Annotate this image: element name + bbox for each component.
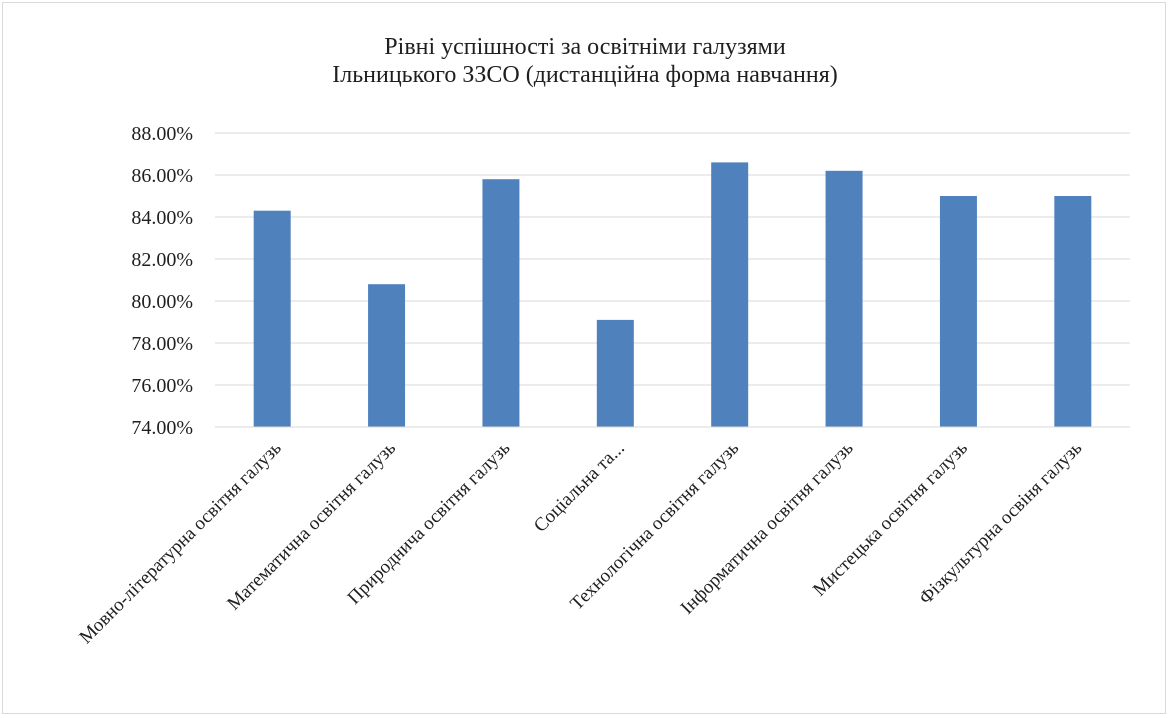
bars — [253, 162, 1092, 428]
y-tick-label: 82.00% — [131, 249, 193, 271]
chart-title-line-1: Рівні успішності за освітніми галузями — [384, 34, 786, 60]
y-tick-label: 86.00% — [131, 165, 193, 187]
x-category-label: Соціальна та... — [530, 438, 629, 537]
gridlines — [215, 132, 1130, 386]
y-tick-label: 84.00% — [131, 207, 193, 229]
bar — [596, 319, 634, 427]
chart-title-line-2: Ільницького ЗЗСО (дистанційна форма навч… — [332, 62, 838, 88]
y-axis-ticks: 74.00% 76.00% 78.00% 80.00% 82.00% 84.00% 86.0… — [131, 123, 193, 439]
bar — [253, 210, 291, 427]
x-category-label: Мовно-літературна освітня галузь — [75, 437, 286, 648]
bar — [368, 284, 406, 427]
bar — [482, 179, 520, 427]
bar — [825, 170, 863, 428]
y-tick-label: 76.00% — [131, 375, 193, 397]
bar — [1054, 196, 1092, 427]
y-tick-label: 88.00% — [131, 123, 193, 145]
chart-title: Рівні успішності за освітніми галузями І… — [0, 33, 1170, 89]
y-tick-label: 80.00% — [131, 291, 193, 313]
bar — [939, 196, 977, 427]
bar — [711, 162, 749, 427]
x-axis-labels: Мовно-літературна освітня галузьМатемати… — [75, 437, 1086, 648]
y-tick-label: 74.00% — [131, 417, 193, 439]
y-tick-label: 78.00% — [131, 333, 193, 355]
